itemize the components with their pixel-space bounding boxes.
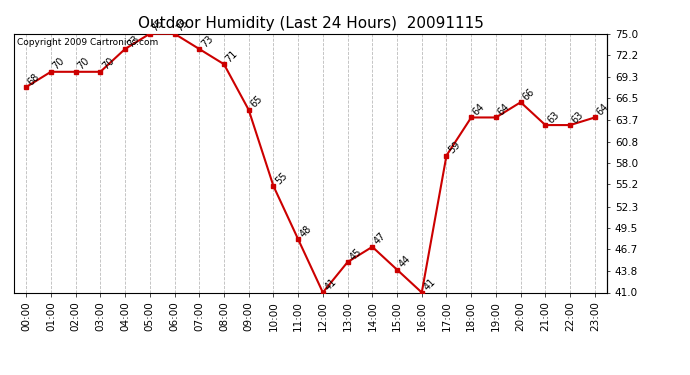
Text: 44: 44 (397, 254, 413, 270)
Text: 73: 73 (125, 33, 141, 49)
Text: 47: 47 (373, 231, 388, 247)
Text: 73: 73 (199, 33, 215, 49)
Title: Outdoor Humidity (Last 24 Hours)  20091115: Outdoor Humidity (Last 24 Hours) 2009111… (137, 16, 484, 31)
Text: 70: 70 (100, 56, 116, 72)
Text: 65: 65 (248, 94, 264, 110)
Text: 70: 70 (76, 56, 92, 72)
Text: 70: 70 (51, 56, 67, 72)
Text: 75: 75 (175, 18, 190, 34)
Text: 48: 48 (298, 224, 314, 239)
Text: 63: 63 (545, 110, 561, 125)
Text: 64: 64 (471, 102, 487, 117)
Text: Copyright 2009 Cartronics.com: Copyright 2009 Cartronics.com (17, 38, 158, 46)
Text: 41: 41 (422, 277, 437, 292)
Text: 75: 75 (150, 18, 166, 34)
Text: 63: 63 (570, 110, 586, 125)
Text: 68: 68 (26, 71, 42, 87)
Text: 64: 64 (595, 102, 611, 117)
Text: 64: 64 (496, 102, 512, 117)
Text: 55: 55 (273, 170, 289, 186)
Text: 59: 59 (446, 140, 462, 156)
Text: 71: 71 (224, 48, 240, 64)
Text: 45: 45 (348, 246, 364, 262)
Text: 41: 41 (323, 277, 339, 292)
Text: 66: 66 (521, 87, 536, 102)
